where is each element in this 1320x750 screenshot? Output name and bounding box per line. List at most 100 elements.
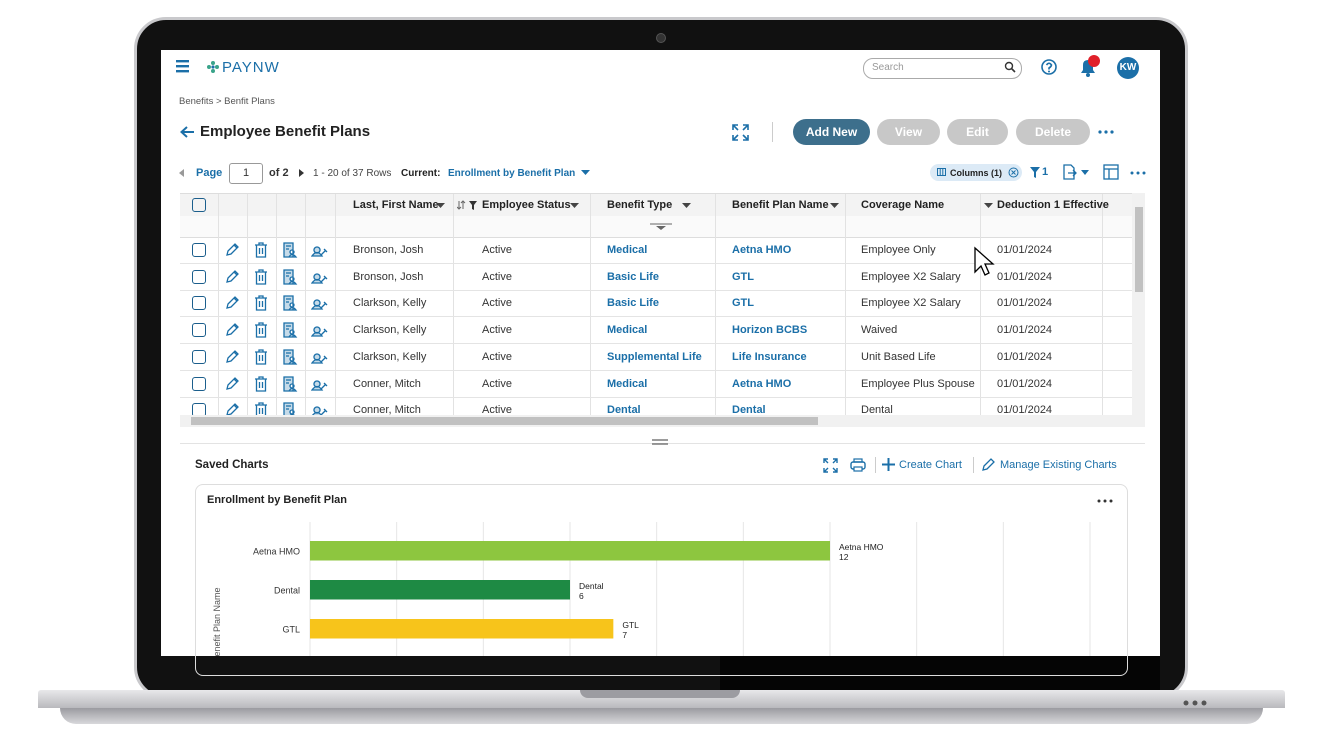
cell[interactable]: Medical xyxy=(607,244,648,256)
cell[interactable]: Aetna HMO xyxy=(732,244,792,256)
cell[interactable]: Basic Life xyxy=(607,270,659,283)
print-icon[interactable] xyxy=(850,458,866,472)
delete-icon[interactable] xyxy=(253,402,270,416)
employee-icon[interactable] xyxy=(311,349,328,365)
cell[interactable]: Aetna HMO xyxy=(732,377,792,390)
splitter-handle[interactable] xyxy=(652,438,668,446)
document-icon[interactable] xyxy=(282,242,299,258)
search-icon[interactable] xyxy=(1004,61,1016,73)
cell[interactable]: GTL xyxy=(732,297,754,310)
sort-dropdown[interactable] xyxy=(830,203,840,209)
current-view[interactable]: Enrollment by Benefit Plan xyxy=(448,168,576,179)
sort-dropdown[interactable] xyxy=(436,203,446,209)
help-icon[interactable] xyxy=(1040,58,1058,76)
back-arrow[interactable] xyxy=(179,125,195,139)
columns-chip[interactable] xyxy=(930,164,1022,181)
delete-icon[interactable] xyxy=(253,242,270,258)
expand-icon[interactable] xyxy=(732,124,749,141)
row-checkbox[interactable] xyxy=(192,349,206,364)
employee-icon[interactable] xyxy=(311,295,328,311)
cell: Clarkson, Kelly xyxy=(353,297,427,310)
add-new-button[interactable]: Add New xyxy=(793,119,870,145)
edit-icon[interactable] xyxy=(224,242,241,258)
employee-icon[interactable] xyxy=(311,376,328,392)
document-icon[interactable] xyxy=(282,349,299,365)
search-box[interactable] xyxy=(863,58,1022,79)
document-icon[interactable] xyxy=(282,269,299,285)
delete-icon[interactable] xyxy=(253,375,270,392)
manage-charts[interactable]: Manage Existing Charts xyxy=(1000,459,1117,471)
filter-icon[interactable] xyxy=(1030,167,1040,178)
delete-button[interactable]: Delete xyxy=(1016,119,1090,145)
cell[interactable]: Life Insurance xyxy=(732,350,807,363)
export-icon[interactable] xyxy=(1063,164,1091,180)
page-input[interactable]: 1 xyxy=(229,163,263,184)
edit-icon[interactable] xyxy=(224,376,241,392)
icon-shape xyxy=(255,349,267,365)
prev-page[interactable] xyxy=(178,168,186,178)
notifications-icon[interactable] xyxy=(1077,54,1103,78)
icon-shape xyxy=(283,375,298,392)
edit-button[interactable]: Edit xyxy=(947,119,1008,145)
chart-more[interactable] xyxy=(1097,498,1113,504)
cell: Employee X2 Salary xyxy=(861,297,961,310)
delete-icon[interactable] xyxy=(253,349,270,365)
delete-icon[interactable] xyxy=(253,322,270,338)
cell[interactable]: Medical xyxy=(607,377,648,390)
cell[interactable]: Dental xyxy=(607,404,641,416)
document-icon[interactable] xyxy=(282,402,299,416)
cell: 01/01/2024 xyxy=(997,270,1053,283)
row-checkbox[interactable] xyxy=(192,269,206,284)
row-checkbox[interactable] xyxy=(192,403,206,416)
next-page[interactable] xyxy=(297,168,305,178)
toolbar-more[interactable] xyxy=(1130,170,1146,176)
logo[interactable]: PAYNW xyxy=(222,59,280,76)
cell[interactable]: Horizon BCBS xyxy=(732,324,808,337)
sort-dropdown[interactable] xyxy=(682,203,692,209)
v-scroll-thumb[interactable] xyxy=(1135,207,1143,292)
chart-title: Enrollment by Benefit Plan xyxy=(207,494,347,506)
view-dropdown[interactable] xyxy=(581,170,591,176)
clear-columns[interactable] xyxy=(1008,167,1019,178)
pencil-icon[interactable] xyxy=(981,457,996,472)
view-button[interactable]: View xyxy=(877,119,940,145)
row-checkbox[interactable] xyxy=(192,243,206,257)
cell[interactable]: Medical xyxy=(607,324,648,337)
layout-icon[interactable] xyxy=(1103,164,1119,180)
cell[interactable]: Dental xyxy=(732,404,766,416)
edit-icon[interactable] xyxy=(224,349,241,365)
edit-icon[interactable] xyxy=(224,269,241,285)
h-scroll-thumb[interactable] xyxy=(191,417,818,425)
chart-expand[interactable] xyxy=(823,458,838,473)
document-icon[interactable] xyxy=(282,375,299,392)
edit-icon[interactable] xyxy=(224,402,241,416)
cell[interactable]: GTL xyxy=(732,270,754,283)
row-count: 1 - 20 of 37 Rows xyxy=(313,168,392,179)
employee-icon[interactable] xyxy=(311,269,328,285)
edit-icon[interactable] xyxy=(224,295,241,311)
breadcrumb[interactable]: Benefits > Benfit Plans xyxy=(179,96,275,107)
user-avatar[interactable]: KW xyxy=(1117,57,1139,79)
delete-icon[interactable] xyxy=(253,269,270,285)
document-icon[interactable] xyxy=(282,295,299,312)
sort-dropdown[interactable] xyxy=(570,203,580,209)
cell[interactable]: Supplemental Life xyxy=(607,350,702,363)
more-icon[interactable] xyxy=(1098,129,1114,135)
employee-icon[interactable] xyxy=(311,402,328,416)
menu-icon[interactable] xyxy=(176,59,190,73)
icon-shape xyxy=(226,296,239,310)
delete-icon[interactable] xyxy=(253,295,270,312)
select-all-checkbox[interactable] xyxy=(192,198,206,212)
document-icon[interactable] xyxy=(282,322,299,338)
edit-icon[interactable] xyxy=(224,322,241,338)
employee-icon[interactable] xyxy=(311,242,328,258)
plus-icon[interactable] xyxy=(882,458,895,471)
create-chart[interactable]: Create Chart xyxy=(899,459,962,471)
employee-icon[interactable] xyxy=(311,322,328,338)
row-checkbox[interactable] xyxy=(192,296,206,311)
row-checkbox[interactable] xyxy=(192,323,206,338)
data-label-name: Dental xyxy=(579,581,604,591)
cell[interactable]: Basic Life xyxy=(607,297,659,310)
sort-dropdown[interactable] xyxy=(984,203,994,209)
row-checkbox[interactable] xyxy=(192,376,206,391)
